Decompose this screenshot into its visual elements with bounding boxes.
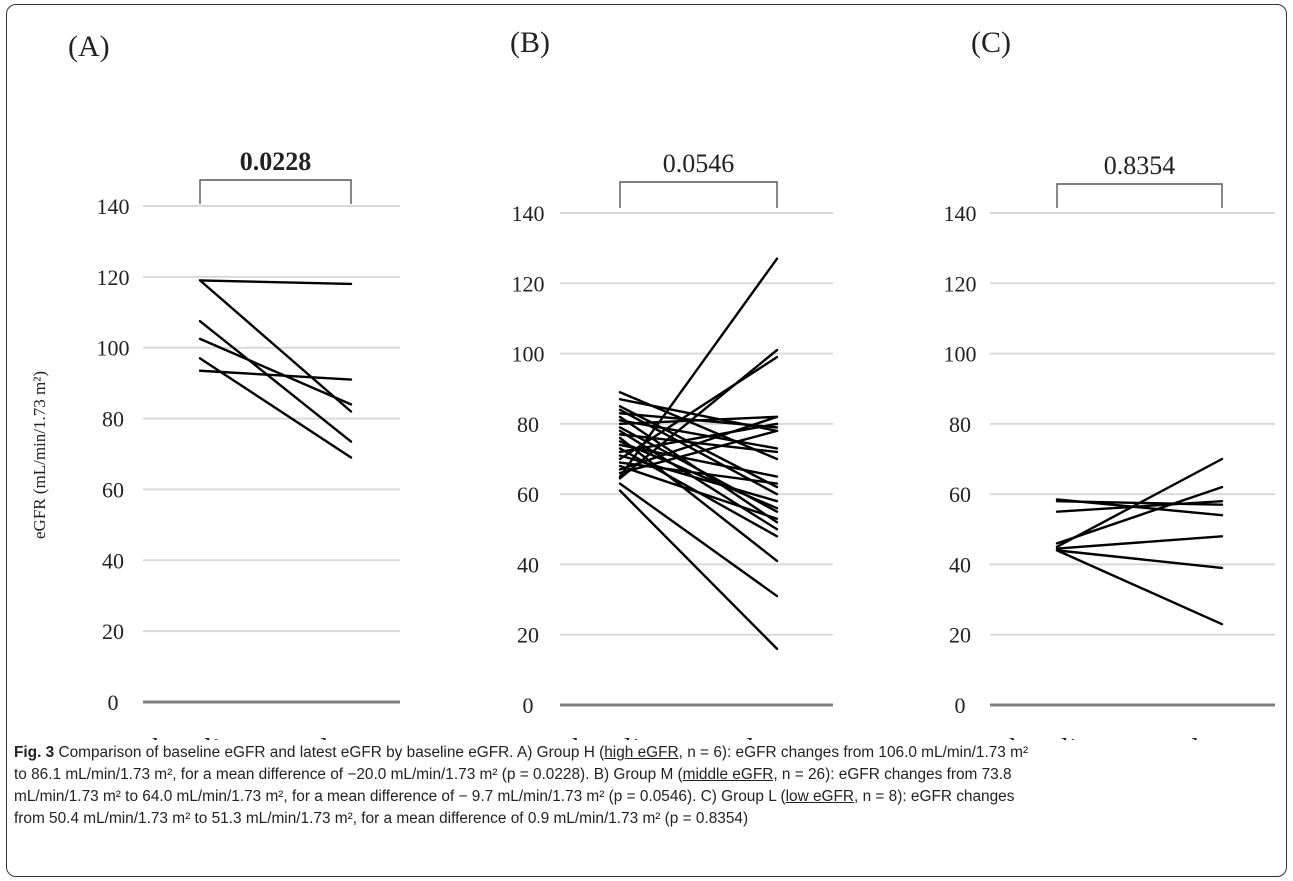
caption-text-3a: mL/min/1.73 m² to 64.0 mL/min/1.73 m², f… xyxy=(14,788,786,805)
patient-line-2-3 xyxy=(1055,485,1224,545)
y-tick-label-1-6: 120 xyxy=(512,271,545,296)
y-tick-label-2-2: 40 xyxy=(949,552,971,577)
panel-label-0: (A) xyxy=(68,30,110,63)
patient-line-1-2 xyxy=(618,405,779,489)
patient-line-2-2 xyxy=(1055,499,1224,513)
patient-line-1-6 xyxy=(618,419,779,450)
y-tick-label-2-4: 80 xyxy=(949,412,971,437)
y-tick-label-1-0: 0 xyxy=(523,693,534,718)
caption-text-1b: n = 6): eGFR changes from 106.0 mL/min/1… xyxy=(682,744,1029,761)
patient-line-0-5 xyxy=(198,369,353,381)
caption-line-2: to 86.1 mL/min/1.73 m², for a mean diffe… xyxy=(14,764,1282,786)
patient-line-1-22 xyxy=(618,257,779,478)
y-tick-label-0-7: 140 xyxy=(97,194,130,219)
patient-line-1-16 xyxy=(618,454,779,503)
patient-line-0-3 xyxy=(198,337,353,406)
caption-text-2b: n = 26): eGFR changes from 73.8 xyxy=(777,766,1012,783)
panel-label-1: (B) xyxy=(510,26,550,59)
patient-line-2-7 xyxy=(1055,549,1224,626)
p-value-label-0: 0.0228 xyxy=(240,147,312,176)
y-tick-label-2-5: 100 xyxy=(944,342,977,367)
patient-line-1-25 xyxy=(618,489,779,650)
figure-caption: Fig. 3 Comparison of baseline eGFR and l… xyxy=(14,742,1282,830)
x-category-label-1-0: baseline xyxy=(572,733,667,740)
patient-line-1-7 xyxy=(618,415,779,426)
patient-line-1-21 xyxy=(618,429,779,475)
p-value-label-1: 0.0546 xyxy=(663,149,735,178)
caption-group-h: high eGFR, xyxy=(604,744,683,761)
y-tick-label-1-7: 140 xyxy=(512,201,545,226)
x-category-label-2-1: latest xyxy=(1191,733,1252,740)
x-category-label-1-1: latest xyxy=(746,733,807,740)
y-tick-label-0-4: 80 xyxy=(102,407,124,432)
significance-bracket-2 xyxy=(1056,183,1223,208)
y-tick-label-1-5: 100 xyxy=(512,342,545,367)
caption-line-3: mL/min/1.73 m² to 64.0 mL/min/1.73 m², f… xyxy=(14,786,1282,808)
y-tick-label-1-4: 80 xyxy=(517,412,539,437)
figure-charts: (A) 0 20 40 60 80 100 120 140 eGFR (mL/min/1.73 m… xyxy=(30,26,1275,740)
patient-line-0-1 xyxy=(198,279,353,413)
patient-line-1-23 xyxy=(618,348,779,480)
patient-line-1-15 xyxy=(618,422,779,454)
y-tick-label-2-7: 140 xyxy=(944,201,977,226)
p-value-label-2: 0.8354 xyxy=(1104,151,1176,180)
caption-line-1: Fig. 3 Comparison of baseline eGFR and l… xyxy=(14,742,1282,764)
panel-label-2: (C) xyxy=(971,26,1011,59)
y-tick-label-0-6: 120 xyxy=(97,265,130,290)
patient-line-1-19 xyxy=(618,464,779,520)
patient-line-0-4 xyxy=(198,357,353,459)
patient-line-1-12 xyxy=(618,440,779,510)
patient-line-1-13 xyxy=(618,443,779,478)
patient-line-1-20 xyxy=(618,415,779,471)
patient-line-2-5 xyxy=(1055,535,1224,550)
y-tick-label-2-1: 20 xyxy=(949,623,971,648)
patient-line-0-2 xyxy=(198,319,353,443)
patient-line-2-6 xyxy=(1055,549,1224,570)
y-tick-label-2-3: 60 xyxy=(949,482,971,507)
x-category-label-2-0: baseline xyxy=(1009,733,1104,740)
x-category-label-0-1: latest xyxy=(320,733,381,740)
y-axis-title: eGFR (mL/min/1.73 m²) xyxy=(30,371,49,539)
y-tick-label-0-1: 20 xyxy=(102,619,124,644)
caption-text-1a: Comparison of baseline eGFR and latest e… xyxy=(54,744,605,761)
caption-text-3b: n = 8): eGFR changes xyxy=(858,788,1015,805)
x-category-label-0-0: baseline xyxy=(152,733,247,740)
patient-line-1-24 xyxy=(618,482,779,598)
caption-text-4: from 50.4 mL/min/1.73 m² to 51.3 mL/min/… xyxy=(14,810,749,827)
significance-bracket-0 xyxy=(199,179,352,204)
caption-group-m: middle eGFR, xyxy=(682,766,778,783)
y-tick-label-2-0: 0 xyxy=(955,693,966,718)
y-tick-label-0-2: 40 xyxy=(102,548,124,573)
y-tick-label-0-5: 100 xyxy=(97,336,130,361)
y-tick-label-1-2: 40 xyxy=(517,552,539,577)
caption-group-l: low eGFR, xyxy=(785,788,859,805)
y-tick-label-0-3: 60 xyxy=(102,477,124,502)
y-tick-label-1-3: 60 xyxy=(517,482,539,507)
caption-label: Fig. 3 xyxy=(14,744,55,761)
patient-line-0-0 xyxy=(198,279,353,286)
patient-line-2-4 xyxy=(1055,457,1224,549)
significance-bracket-1 xyxy=(619,181,778,208)
caption-text-2a: to 86.1 mL/min/1.73 m², for a mean diffe… xyxy=(14,766,683,783)
y-tick-label-0-0: 0 xyxy=(108,690,119,715)
y-tick-label-2-6: 120 xyxy=(944,271,977,296)
y-tick-label-1-1: 20 xyxy=(517,623,539,648)
caption-line-4: from 50.4 mL/min/1.73 m² to 51.3 mL/min/… xyxy=(14,808,1282,830)
